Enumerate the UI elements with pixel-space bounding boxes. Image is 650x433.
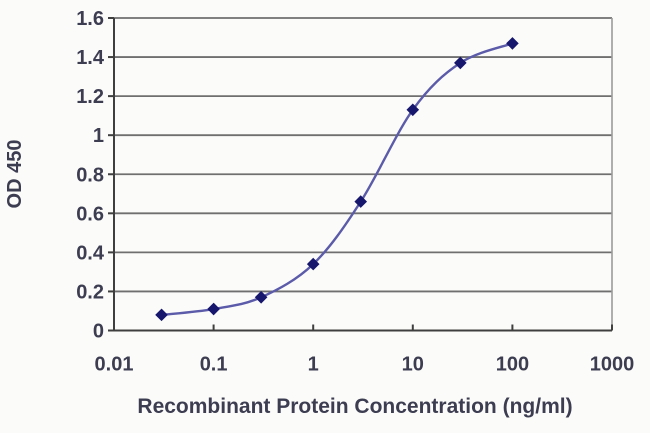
y-tick-label: 0.2 [76,281,104,303]
x-axis-title: Recombinant Protein Concentration (ng/ml… [137,395,572,418]
y-tick-label: 1.6 [76,8,104,30]
y-tick-label: 1 [93,125,104,147]
data-point-marker [254,290,268,304]
y-tick-label: 0 [93,321,104,343]
series-line [160,42,514,317]
data-point-marker [454,56,467,70]
data-point-marker [506,37,519,50]
data-point-marker [155,308,168,322]
y-tick-label: 0.4 [76,242,105,264]
data-point-marker [306,257,320,271]
plot-area: 0 0.2 0.4 0.6 0.8 1 1.2 1.4 1.6 0.01 0.1 1 10 100 1000 [76,8,634,376]
x-tick-label: 1000 [590,354,635,376]
data-point-marker [354,195,368,208]
y-axis-title: OD 450 [4,140,26,209]
data-point-marker [207,302,220,316]
y-tick-label: 1.2 [76,86,104,108]
x-tick-label: 10 [402,354,424,376]
x-tick-label: 0.01 [95,354,134,376]
y-tick-label: 0.6 [76,203,104,225]
y-tick-label: 0.8 [76,164,104,186]
data-point-marker [406,103,420,117]
x-tick-label: 0.1 [200,354,228,376]
y-tick-label: 1.4 [76,47,105,69]
x-tick-label: 1 [308,354,319,376]
x-tick-label: 100 [496,354,529,376]
